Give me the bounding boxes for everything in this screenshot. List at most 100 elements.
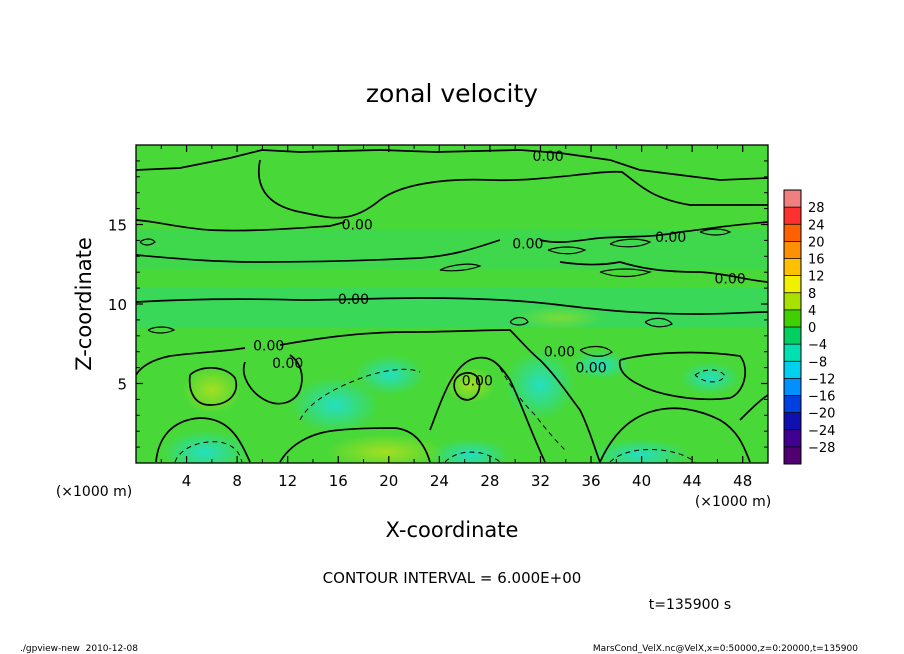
colorbar-label: −12 — [808, 372, 835, 387]
y-unit-label: (×1000 m) — [56, 484, 132, 500]
colorbar-swatch — [784, 258, 801, 277]
colorbar-label: −28 — [808, 441, 835, 456]
field-cell — [570, 351, 630, 379]
y-axis-ticks: 5 10 15 — [108, 160, 768, 448]
contour-zero-z15 — [136, 219, 346, 232]
x-tick-label: 28 — [480, 472, 499, 490]
contour-zero-cell-b — [453, 372, 481, 401]
contour-negative — [174, 367, 726, 463]
colorbar-swatch — [784, 275, 801, 294]
field-cell-warm — [515, 306, 605, 330]
contour-zero-top — [136, 149, 768, 181]
contour-interval-text: CONTOUR INTERVAL = 6.000E+00 — [323, 569, 582, 587]
contour-zero-upper — [258, 159, 768, 219]
colorbar-label: −16 — [808, 390, 835, 405]
contour-fragments — [139, 228, 732, 357]
colorbar-label: 8 — [808, 287, 816, 302]
colorbar-swatch — [784, 309, 801, 328]
contour-lines — [136, 149, 768, 463]
colorbar-swatch — [784, 241, 801, 259]
contour-negative-line — [174, 441, 243, 463]
x-axis-label: X-coordinate — [386, 518, 519, 542]
colorbar-label: 28 — [808, 201, 825, 216]
field-band-mid — [136, 288, 768, 328]
contour-zero-z5 — [242, 354, 303, 405]
footer-right: MarsCond_VelX.nc@VelX,x=0:50000,z=0:2000… — [593, 644, 858, 654]
colorbar-swatch — [784, 190, 801, 208]
field-cell-warm — [182, 366, 242, 414]
x-tick-label: 24 — [430, 472, 449, 490]
contour-label: 0.00 — [272, 356, 303, 372]
contour-labels: 0.000.000.00 0.000.000.000.000.000.000.00… — [253, 149, 746, 389]
contour-zero-low2 — [279, 427, 431, 463]
field-band-upper — [136, 230, 768, 270]
contour-negative-line — [694, 369, 726, 383]
colorbar-swatch — [784, 224, 801, 242]
contour-label: 0.00 — [532, 149, 563, 165]
contour-label: 0.00 — [655, 230, 686, 246]
contour-label: 0.00 — [338, 292, 369, 308]
contour-fragment — [139, 238, 156, 246]
contour-zero-z7b — [279, 329, 601, 463]
footer-left: ./gpview-new 2010-12-08 — [20, 644, 138, 654]
field-cell — [160, 430, 250, 463]
contour-zero-low5 — [618, 351, 747, 401]
colorbar: 28 24 20 16 12 8 4 0 −4 −8 −12 −16 −20 −24 −28 — [783, 189, 835, 465]
x-tick-label: 44 — [683, 472, 702, 490]
x-tick-label: 16 — [329, 472, 348, 490]
contour-zero-z12 — [559, 261, 768, 283]
y-tick-label: 15 — [108, 217, 127, 235]
colorbar-swatch — [784, 412, 801, 431]
contour-negative-line — [609, 449, 696, 463]
y-tick-label: 5 — [117, 376, 127, 394]
field-cell — [290, 377, 380, 433]
x-tick-label: 48 — [733, 472, 752, 490]
colorbar-swatch — [784, 378, 801, 396]
x-tick-label: 40 — [632, 472, 651, 490]
contour-label: 0.00 — [544, 345, 575, 361]
colorbar-label: 12 — [808, 270, 825, 285]
colorbar-label: −8 — [808, 355, 827, 370]
field-cell-warm — [325, 434, 445, 463]
colorbar-swatch — [784, 446, 801, 465]
contour-fragment — [579, 345, 613, 357]
contour-fragment — [439, 263, 482, 272]
y-tick-label: 10 — [108, 296, 127, 314]
chart-title: zonal velocity — [366, 79, 538, 108]
x-tick-label: 36 — [581, 472, 600, 490]
colorbar-swatch — [784, 292, 801, 311]
contour-fragment — [609, 238, 652, 248]
field-cell — [505, 350, 575, 420]
contour-label: 0.00 — [462, 373, 493, 389]
contour-fragment — [699, 228, 732, 236]
contour-label: 0.00 — [253, 338, 284, 354]
time-text: t=135900 s — [649, 597, 731, 613]
x-tick-label: 12 — [278, 472, 297, 490]
field-cell — [355, 355, 425, 395]
contour-negative-line — [444, 451, 501, 463]
x-tick-label: 20 — [379, 472, 398, 490]
contour-negative-line — [299, 368, 421, 421]
contour-negative-line — [499, 367, 566, 451]
x-tick-label: 8 — [232, 472, 242, 490]
colorbar-label: 0 — [808, 321, 816, 336]
colorbar-label: 4 — [808, 304, 816, 319]
colorbar-label: 16 — [808, 253, 825, 268]
colorbar-label: 20 — [808, 235, 825, 250]
field-cell — [590, 439, 690, 463]
colorbar-swatch — [784, 361, 801, 379]
plot-area: 0.000.000.00 0.000.000.000.000.000.000.00… — [136, 145, 768, 463]
x-unit-label: (×1000 m) — [695, 494, 771, 510]
contour-label: 0.00 — [512, 237, 543, 253]
contour-label: 0.00 — [714, 272, 745, 288]
colorbar-swatch — [784, 344, 801, 362]
contour-fragment — [509, 316, 529, 326]
colorbar-label: 24 — [808, 218, 825, 233]
contour-zero-cell-a — [188, 367, 238, 406]
x-axis-ticks: 4 8 12 16 20 24 28 32 36 40 44 48 — [160, 145, 752, 490]
colorbar-swatch — [784, 327, 801, 345]
colorbar-label: −24 — [808, 424, 835, 439]
contour-fragment — [644, 317, 673, 328]
contour-zero-low3 — [429, 356, 546, 463]
